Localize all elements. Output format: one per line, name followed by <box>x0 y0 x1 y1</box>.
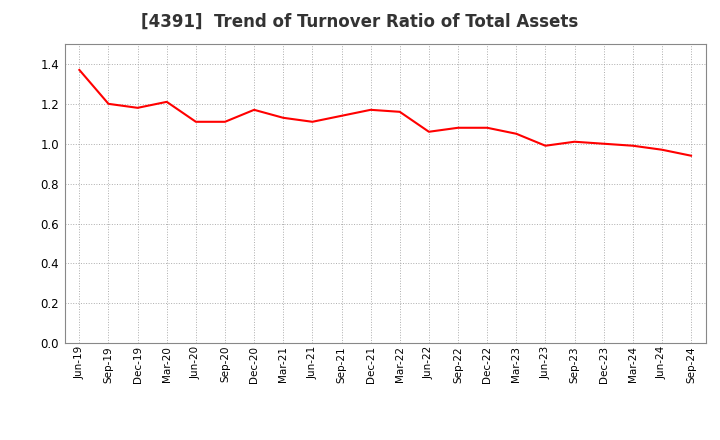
Text: [4391]  Trend of Turnover Ratio of Total Assets: [4391] Trend of Turnover Ratio of Total … <box>141 13 579 31</box>
